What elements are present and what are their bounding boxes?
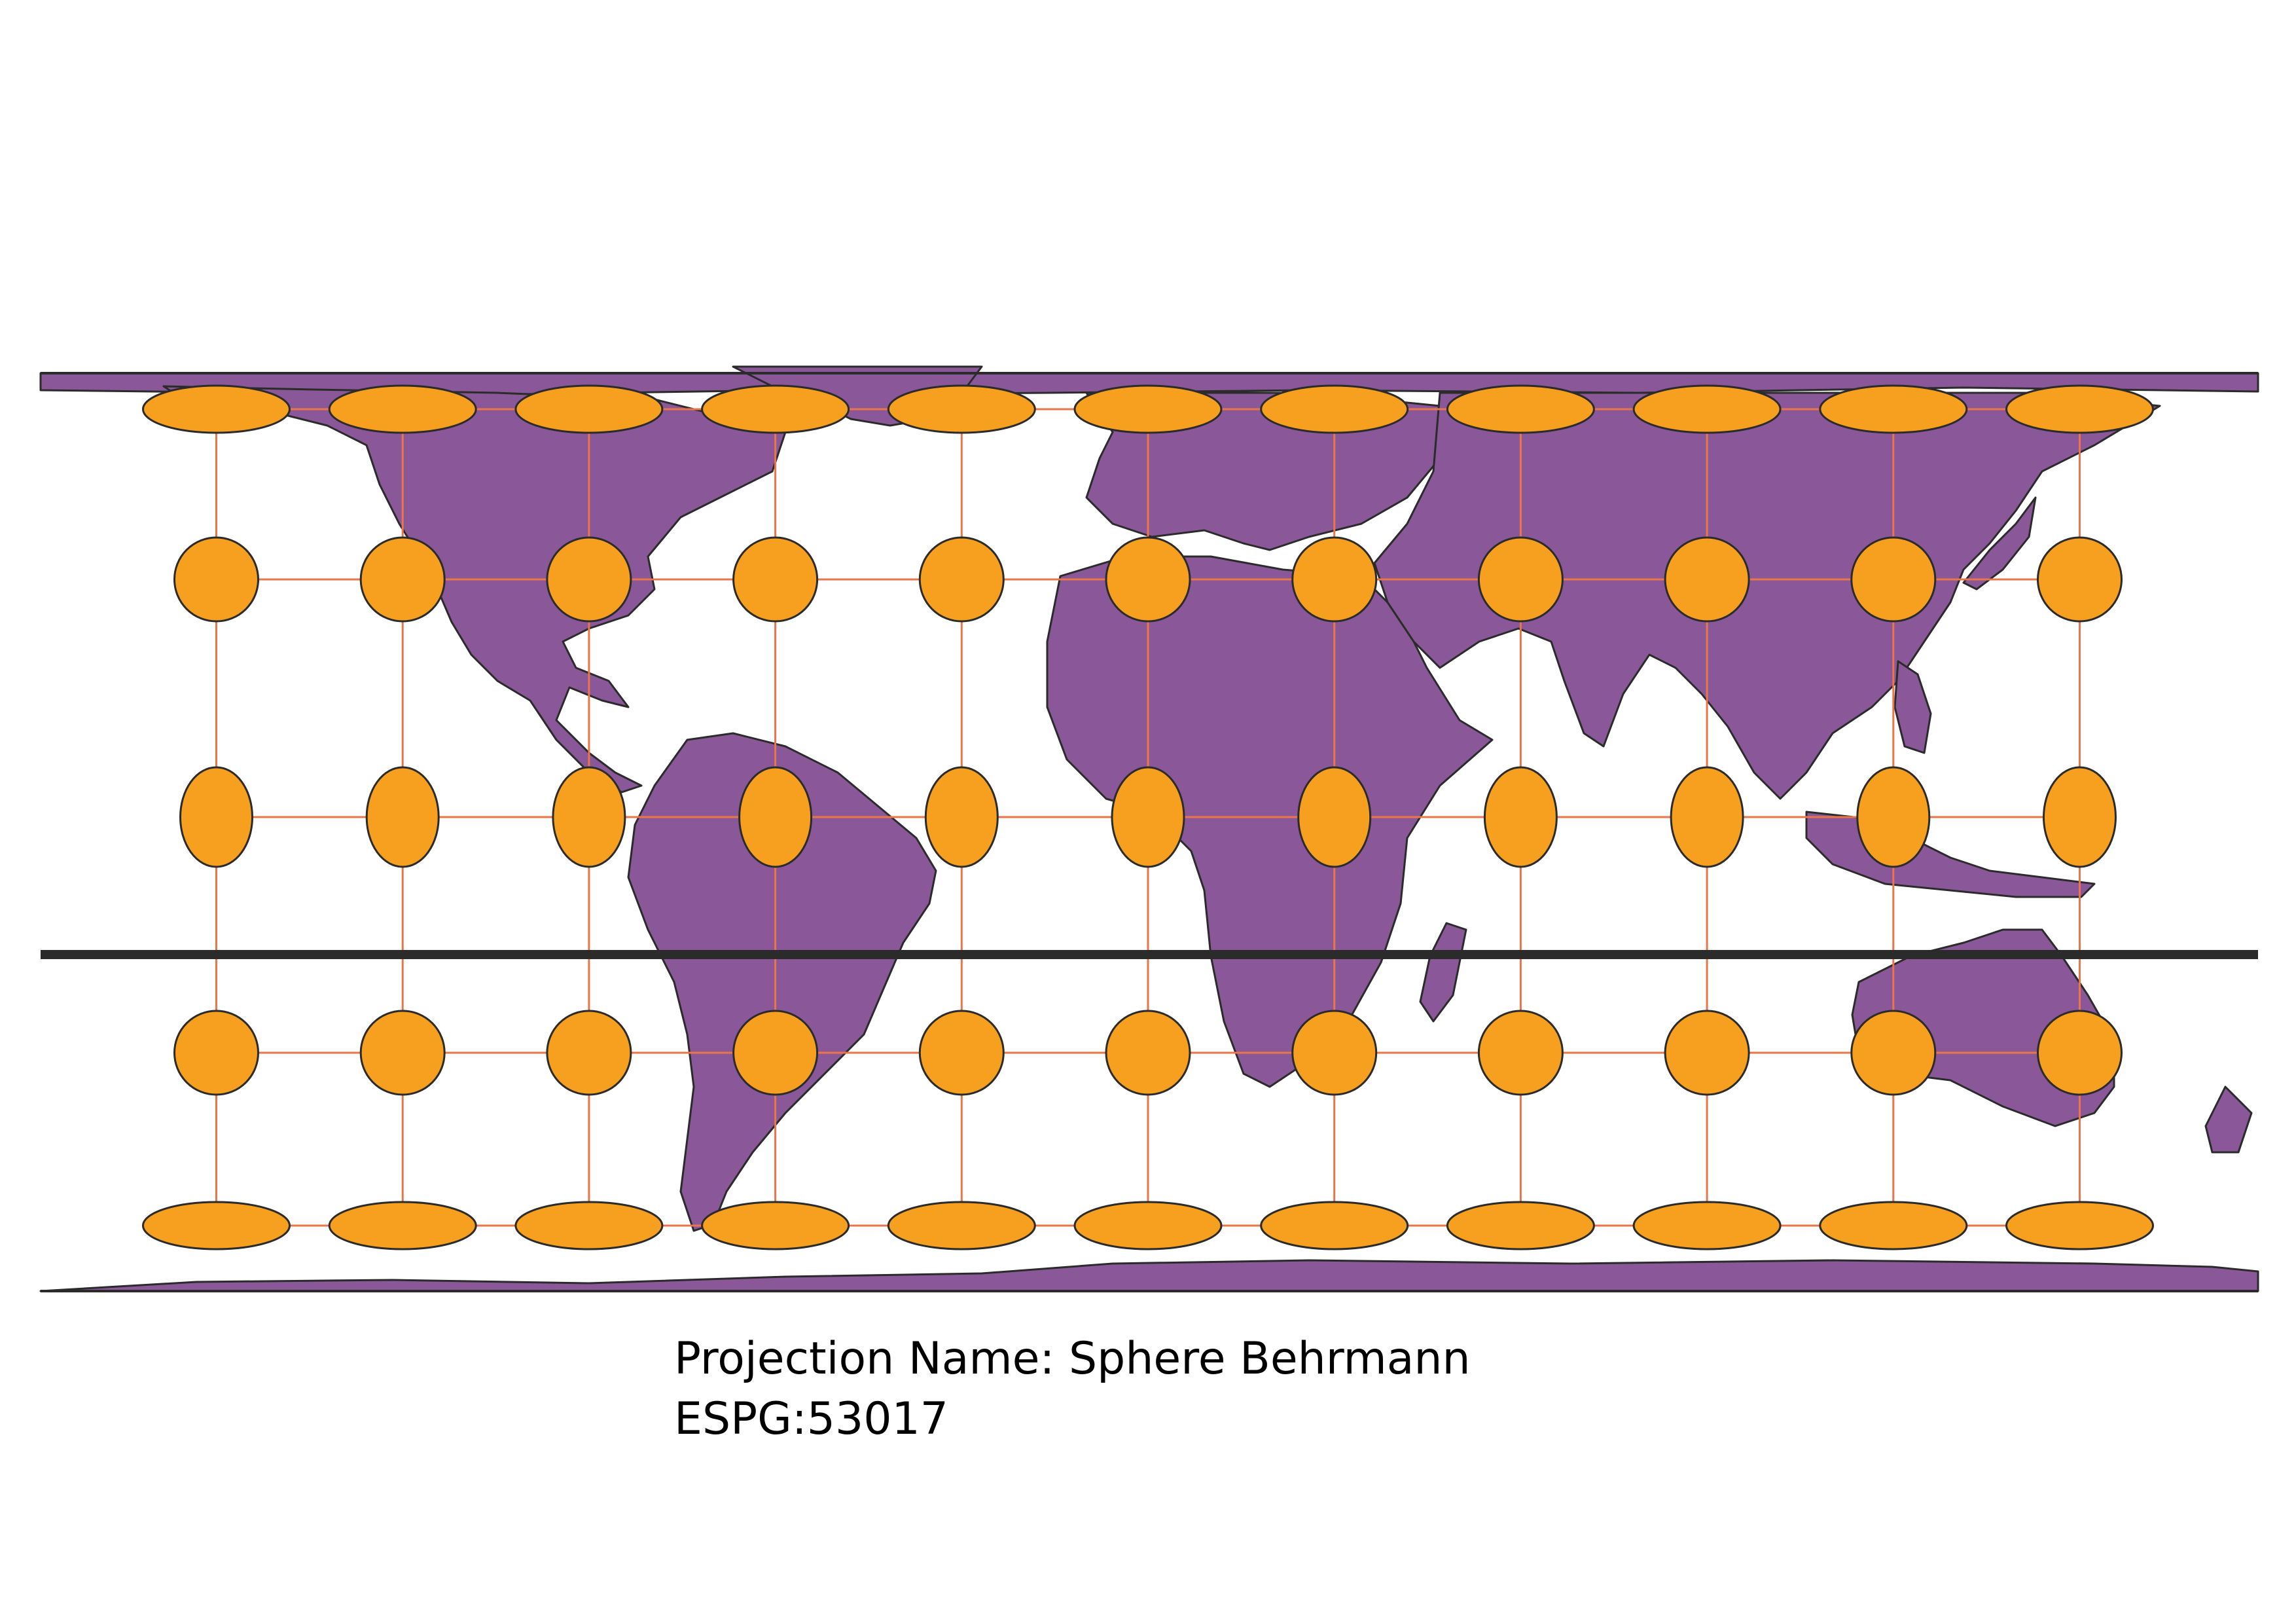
asia — [1373, 392, 2161, 800]
tissot-ellipse — [2037, 536, 2123, 623]
tissot-ellipse — [1483, 766, 1558, 868]
tissot-ellipse — [887, 384, 1036, 434]
tissot-ellipse — [732, 1010, 819, 1096]
tissot-ellipse — [173, 1010, 259, 1096]
map-caption: Projection Name: Sphere Behrmann ESPG:53… — [674, 1329, 1471, 1450]
tissot-ellipse — [2043, 766, 2117, 868]
tissot-ellipse — [1477, 536, 1564, 623]
tissot-ellipse — [1664, 1010, 1750, 1096]
tissot-ellipse — [514, 384, 664, 434]
tissot-ellipse — [1477, 1010, 1564, 1096]
tissot-ellipse — [1291, 536, 1378, 623]
tissot-ellipse — [142, 384, 291, 434]
tissot-ellipse — [359, 536, 446, 623]
tissot-ellipse — [546, 1010, 632, 1096]
tissot-ellipse — [732, 536, 819, 623]
tissot-ellipse — [328, 1201, 477, 1250]
tissot-ellipse — [918, 536, 1005, 623]
tissot-ellipse — [1632, 1201, 1782, 1250]
philippines — [1893, 660, 1932, 754]
tissot-ellipse — [1105, 536, 1191, 623]
tissot-ellipse — [1819, 1201, 1968, 1250]
new-zealand — [2204, 1085, 2253, 1154]
tissot-ellipse — [1670, 766, 1744, 868]
tissot-ellipse — [173, 536, 259, 623]
tissot-ellipse — [1297, 766, 1372, 868]
tissot-ellipse — [1446, 384, 1595, 434]
tissot-ellipse — [1291, 1010, 1378, 1096]
tissot-ellipse — [1260, 384, 1409, 434]
tissot-ellipse — [552, 766, 626, 868]
tissot-ellipse — [1105, 1010, 1191, 1096]
tissot-ellipse — [514, 1201, 664, 1250]
tissot-ellipse — [918, 1010, 1005, 1096]
tissot-ellipse — [2005, 1201, 2154, 1250]
projection-name-label: Projection Name: Sphere Behrmann — [674, 1333, 1471, 1385]
japan — [1962, 496, 2037, 591]
tissot-ellipse — [2037, 1010, 2123, 1096]
tissot-ellipse — [924, 766, 999, 868]
north-america — [162, 385, 787, 793]
tissot-ellipse — [1073, 384, 1223, 434]
antarctica — [39, 1259, 2259, 1292]
tissot-ellipse — [887, 1201, 1036, 1250]
tissot-ellipse — [1260, 1201, 1409, 1250]
tissot-ellipse — [1856, 766, 1931, 868]
tissot-ellipse — [1850, 536, 1937, 623]
tissot-ellipse — [179, 766, 253, 868]
projection-code-label: ESPG:53017 — [674, 1393, 949, 1445]
tissot-ellipse — [701, 384, 850, 434]
tissot-ellipse — [328, 384, 477, 434]
tissot-ellipse — [1111, 766, 1185, 868]
tissot-ellipse — [365, 766, 440, 868]
tissot-ellipse — [546, 536, 632, 623]
tissot-ellipse — [2005, 384, 2154, 434]
tissot-ellipse — [1632, 384, 1782, 434]
tissot-ellipses — [142, 384, 2154, 1250]
tissot-ellipse — [1819, 384, 1968, 434]
tissot-ellipse — [1073, 1201, 1223, 1250]
tissot-ellipse — [701, 1201, 850, 1250]
tissot-ellipse — [1850, 1010, 1937, 1096]
tissot-ellipse — [142, 1201, 291, 1250]
tissot-ellipse — [738, 766, 813, 868]
tissot-ellipse — [1664, 536, 1750, 623]
tissot-ellipse — [359, 1010, 446, 1096]
tissot-ellipse — [1446, 1201, 1595, 1250]
